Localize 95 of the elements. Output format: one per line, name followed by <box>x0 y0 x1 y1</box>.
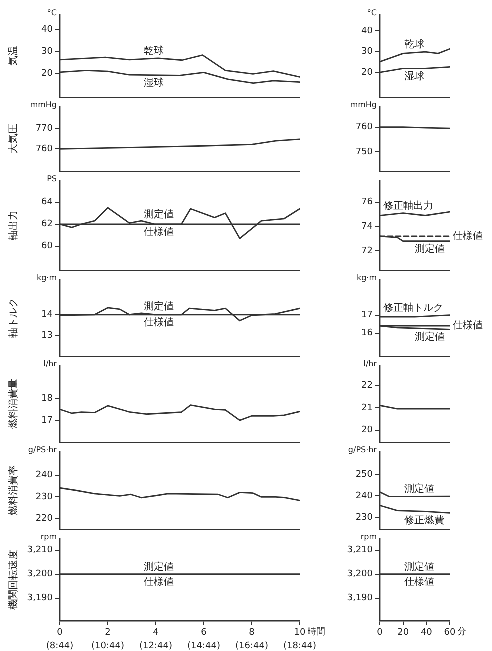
y-tick-label: 230 <box>36 492 54 502</box>
y-tick-label: 3,210 <box>347 546 374 556</box>
series-label: 仕様値 <box>144 576 174 588</box>
text: (8:44) <box>46 641 74 651</box>
x-tick-label: 6 <box>201 628 208 638</box>
y-tick-label: 3,190 <box>347 594 374 604</box>
series-label: 湿球 <box>144 77 164 90</box>
y-tick-label: 3,200 <box>27 570 54 580</box>
text: °C <box>367 8 378 18</box>
series-label: 仕様値 <box>144 316 174 328</box>
y-tick-label: 20 <box>362 68 374 78</box>
y-tick-label: 3,210 <box>27 546 54 556</box>
text: (18:44) <box>284 641 316 651</box>
series-label: 乾球 <box>144 45 164 58</box>
x-tick-label: 10 <box>294 628 306 638</box>
y-tick-label: 20 <box>362 426 374 436</box>
series-label: 修正燃費 <box>404 514 444 526</box>
text: (16:44) <box>236 641 268 651</box>
y-tick-label: 760 <box>356 122 374 133</box>
text: °C <box>47 8 58 18</box>
y-tick-label: 750 <box>356 147 374 158</box>
y-tick-label: 760 <box>36 144 54 155</box>
y-axis-title: 大気圧 <box>8 124 20 154</box>
text: g/PS·hr <box>348 445 378 454</box>
y-tick-label: 40 <box>362 26 374 36</box>
x-tick-label: 2 <box>105 628 111 638</box>
y-tick-label: 3,190 <box>27 594 54 604</box>
y-tick-label: 14 <box>42 310 54 320</box>
y-tick-label: 21 <box>362 403 373 414</box>
y-tick-label: 770 <box>36 124 54 134</box>
text: (12:44) <box>140 641 172 651</box>
y-tick-label: 13 <box>42 331 53 342</box>
y-tick-label: 17 <box>42 416 53 426</box>
text: kg·m <box>356 273 378 282</box>
y-axis-title: 軸トルク <box>8 298 20 338</box>
series-label: 仕様値 <box>453 230 483 242</box>
series-label: 仕様値 <box>453 320 483 332</box>
y-tick-label: 18 <box>42 394 54 404</box>
y-tick-label: 76 <box>362 198 374 208</box>
x-tick-label: 0 <box>57 628 64 638</box>
y-axis-title: 気温 <box>8 46 20 66</box>
text: l/hr <box>364 359 378 368</box>
y-tick-label: 17 <box>362 310 373 321</box>
y-tick-label: 16 <box>362 328 374 339</box>
text: g/PS·hr <box>28 445 58 454</box>
y-tick-label: 64 <box>42 198 54 208</box>
x-tick-label: 20 <box>398 628 410 638</box>
series-label: 測定値 <box>144 560 174 573</box>
y-axis-title: 軸出力 <box>8 210 20 240</box>
x-tick-label: 40 <box>420 628 433 638</box>
x-axis-title: 分 <box>458 626 467 638</box>
text: (14:44) <box>188 641 220 651</box>
y-tick-label: 220 <box>36 514 54 524</box>
y-tick-label: 72 <box>362 246 373 256</box>
series-label: 湿球 <box>404 70 424 82</box>
y-tick-label: 62 <box>42 220 53 230</box>
text: rpm <box>360 532 378 542</box>
legend-label: 修正軸トルク <box>384 302 444 314</box>
series-label: 測定値 <box>144 300 174 312</box>
y-tick-label: 250 <box>356 470 374 480</box>
series-label: 乾球 <box>404 38 424 51</box>
y-tick-label: 230 <box>356 513 374 524</box>
text: (10:44) <box>92 641 124 651</box>
x-tick-label: 4 <box>153 628 160 638</box>
y-axis-title: 燃料消費率 <box>8 466 20 516</box>
x-tick-label: 8 <box>249 628 256 638</box>
series-label: 測定値 <box>415 331 445 344</box>
y-tick-label: 30 <box>42 46 54 57</box>
y-tick-label: 74 <box>362 222 374 232</box>
y-tick-label: 240 <box>36 470 54 481</box>
series-label: 測定値 <box>144 208 174 220</box>
text: l/hr <box>44 359 58 368</box>
x-tick-label: 60 <box>444 628 456 638</box>
x-tick-label: 0 <box>377 628 384 638</box>
text: mmHg <box>30 100 57 110</box>
text: kg·m <box>36 273 58 282</box>
y-tick-label: 20 <box>42 68 54 79</box>
legend-label: 修正軸出力 <box>384 200 434 212</box>
text: PS <box>47 174 57 184</box>
y-tick-label: 240 <box>356 491 374 502</box>
series-label: 測定値 <box>415 242 445 255</box>
y-axis-title: 燃料消費量 <box>8 379 20 429</box>
y-tick-label: 3,200 <box>347 570 374 580</box>
text: rpm <box>40 532 58 542</box>
series-label: 測定値 <box>404 560 434 573</box>
text: mmHg <box>350 100 377 110</box>
y-tick-label: 60 <box>42 242 54 252</box>
y-axis-title: 機関回転速度 <box>8 550 20 610</box>
y-tick-label: 40 <box>42 25 54 36</box>
series-label: 仕様値 <box>404 576 434 588</box>
y-tick-label: 22 <box>362 380 373 391</box>
series-label: 仕様値 <box>144 226 174 238</box>
series-label: 測定値 <box>404 483 434 496</box>
x-axis-title: 時間 <box>308 626 326 638</box>
y-tick-label: 30 <box>362 47 374 58</box>
